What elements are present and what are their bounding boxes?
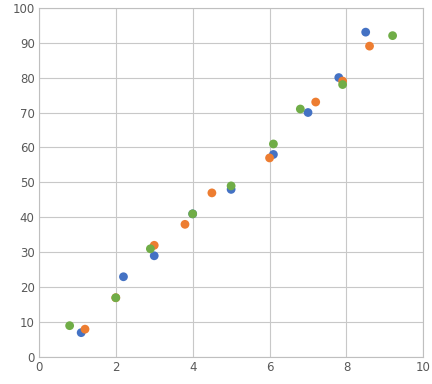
Point xyxy=(147,246,154,252)
Point xyxy=(362,29,369,35)
Point xyxy=(339,81,346,88)
Point xyxy=(151,242,158,248)
Point xyxy=(66,323,73,329)
Point xyxy=(78,329,85,336)
Point xyxy=(366,43,373,49)
Point xyxy=(181,221,188,227)
Point xyxy=(120,274,127,280)
Point xyxy=(228,183,235,189)
Point xyxy=(112,295,119,301)
Point xyxy=(266,155,273,161)
Point xyxy=(297,106,304,112)
Point xyxy=(82,326,89,332)
Point xyxy=(339,78,346,84)
Point xyxy=(270,141,277,147)
Point xyxy=(312,99,319,105)
Point xyxy=(389,33,396,39)
Point xyxy=(151,253,158,259)
Point xyxy=(189,211,196,217)
Point xyxy=(335,74,342,81)
Point xyxy=(189,211,196,217)
Point xyxy=(112,295,119,301)
Point xyxy=(208,190,215,196)
Point xyxy=(270,151,277,157)
Point xyxy=(305,109,311,116)
Point xyxy=(228,186,235,192)
